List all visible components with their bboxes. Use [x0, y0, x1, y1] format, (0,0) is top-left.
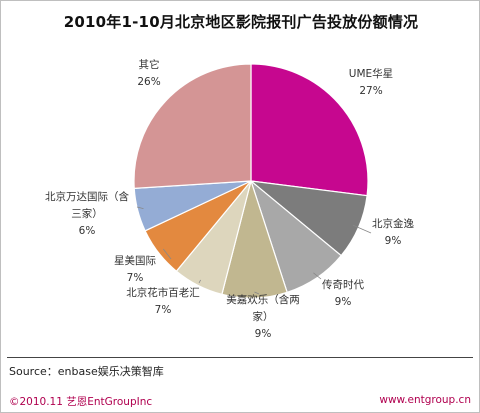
pie-slices: [133, 63, 369, 299]
chart-title: 2010年1-10月北京地区影院报刊广告投放份额情况: [63, 13, 419, 31]
source-note: Source：enbase娱乐决策智库: [9, 365, 164, 378]
slice-label: 北京万达国际（含三家） 6%: [45, 190, 129, 237]
footer: ©2010.11 艺恩EntGroupInc www.entgroup.cn: [1, 390, 479, 412]
leader-line: [198, 279, 201, 284]
leader-lines: [136, 206, 372, 295]
slice-label: 北京金逸 9%: [372, 217, 414, 247]
leader-line: [352, 224, 372, 234]
pie-chart: UME华星 27% 北京金逸 9% 传奇时代 9% 美嘉欢乐（含两家） 9% 北京花市百老汇 7%…: [45, 58, 414, 340]
slice-label: 美嘉欢乐（含两家） 9%: [226, 293, 300, 340]
slice-label: 其它 26%: [137, 58, 160, 88]
leader-line: [136, 206, 144, 209]
slice-label: 星美国际 7%: [114, 254, 156, 284]
slice-label: 传奇时代 9%: [322, 278, 364, 308]
leader-line: [313, 272, 322, 280]
website-link[interactable]: www.entgroup.cn: [379, 394, 471, 406]
pie-slice: [250, 63, 369, 197]
leader-line: [162, 248, 172, 260]
source-divider: [7, 357, 473, 358]
leader-line: [254, 291, 260, 295]
pie-slice: [133, 63, 252, 189]
slice-label: UME华星 27%: [349, 67, 393, 97]
slice-labels: UME华星 27% 北京金逸 9% 传奇时代 9% 美嘉欢乐（含两家） 9% 北京花市百老汇 7%…: [45, 58, 414, 340]
slice-label: 北京花市百老汇 7%: [126, 286, 200, 316]
copyright: ©2010.11 艺恩EntGroupInc: [9, 396, 153, 408]
